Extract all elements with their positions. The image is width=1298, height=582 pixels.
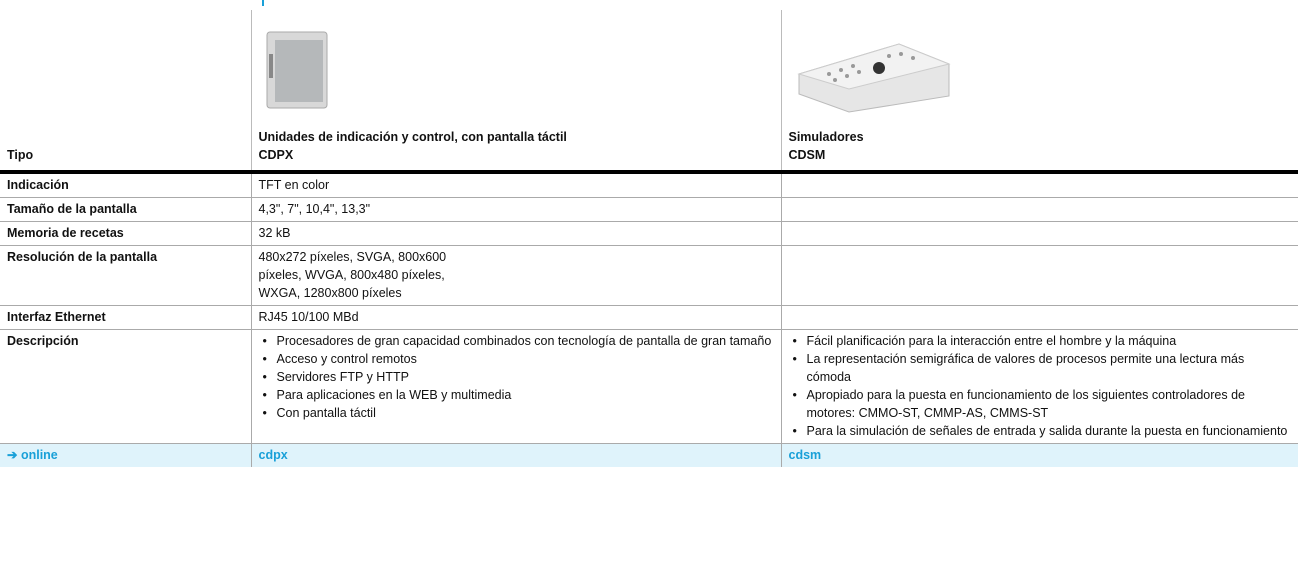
cell-text: 32 kB (258, 226, 291, 240)
row-label: Descripción (0, 329, 251, 444)
description-row: Descripción Procesadores de gran capacida… (0, 329, 1298, 444)
bullet-list: Procesadores de gran capacidad combinado… (259, 332, 774, 422)
bullet-item: Acceso y control remotos (263, 350, 774, 368)
bullet-list: Fácil planificación para la interacción … (789, 332, 1292, 440)
cell: 480x272 píxeles, SVGA, 800x600 píxeles, W… (250, 245, 781, 306)
type-label: Tipo (7, 148, 34, 162)
table-row: Tamaño de la pantalla 4,3", 7", 10,4", 13… (0, 197, 1298, 222)
row-label: Indicación (0, 172, 251, 198)
cell: Fácil planificación para la interacción … (780, 329, 1298, 444)
table-body: Indicación TFT en color Tamaño de la panta… (0, 172, 1298, 467)
product-link[interactable]: cdpx (258, 448, 288, 462)
cell-text: píxeles, WVGA, 800x480 píxeles, (258, 268, 445, 282)
cell: RJ45 10/100 MBd (250, 305, 781, 330)
product-code: CDPX (258, 148, 294, 162)
online-label: ➔ online (0, 443, 251, 467)
link-cell: cdpx (250, 443, 781, 467)
cell (780, 172, 1298, 198)
product-title: Simuladores (788, 130, 864, 144)
bullet-item: Fácil planificación para la interacción … (793, 332, 1292, 350)
product-header: Unidades de indicación y control, con pa… (250, 10, 781, 172)
bullet-item: Con pantalla táctil (263, 404, 774, 422)
blue-mark (262, 0, 264, 6)
cell (780, 245, 1298, 306)
product-table: Tipo Unidades de indicación y control, c… (0, 10, 1298, 467)
footer-row: ➔ online cdpx cdsm (0, 443, 1298, 467)
link-cell: cdsm (780, 443, 1298, 467)
product-title: Unidades de indicación y control, con pa… (258, 130, 567, 144)
cell (780, 197, 1298, 222)
cell-text: RJ45 10/100 MBd (258, 310, 359, 324)
cell: 32 kB (250, 221, 781, 246)
row-label: Tamaño de la pantalla (0, 197, 251, 222)
cell-text: WXGA, 1280x800 píxeles (258, 286, 402, 300)
table-row: Indicación TFT en color (0, 172, 1298, 198)
table-row: Interfaz Ethernet RJ45 10/100 MBd (0, 305, 1298, 330)
bullet-item: Apropiado para la puesta en funcionamien… (793, 386, 1292, 422)
cell: 4,3", 7", 10,4", 13,3" (250, 197, 781, 222)
cell (780, 221, 1298, 246)
bullet-item: Para la simulación de señales de entrada… (793, 422, 1292, 440)
row-label: Memoria de recetas (0, 221, 251, 246)
header-row: Tipo Unidades de indicación y control, c… (0, 10, 1298, 172)
cell: TFT en color (250, 172, 781, 198)
cell-text: TFT en color (258, 178, 330, 192)
product-link[interactable]: cdsm (788, 448, 822, 462)
cdpx-image (266, 31, 327, 109)
row-label: Resolución de la pantalla (0, 245, 251, 306)
bullet-item: La representación semigráfica de valores… (793, 350, 1292, 386)
cell (780, 305, 1298, 330)
product-header: Simuladores CDSM (780, 10, 1298, 172)
cell-text: 4,3", 7", 10,4", 13,3" (258, 202, 371, 216)
table-row: Resolución de la pantalla 480x272 píxeles… (0, 245, 1298, 306)
cdsm-image (796, 43, 951, 113)
product-code: CDSM (788, 148, 826, 162)
bullet-item: Servidores FTP y HTTP (263, 368, 774, 386)
bullet-item: Procesadores de gran capacidad combinado… (263, 332, 774, 350)
cell-text: 480x272 píxeles, SVGA, 800x600 (258, 250, 447, 264)
cell: Procesadores de gran capacidad combinado… (250, 329, 781, 444)
bullet-item: Para aplicaciones en la WEB y multimedia (263, 386, 774, 404)
row-label: Interfaz Ethernet (0, 305, 251, 330)
table-row: Memoria de recetas 32 kB (0, 221, 1298, 246)
